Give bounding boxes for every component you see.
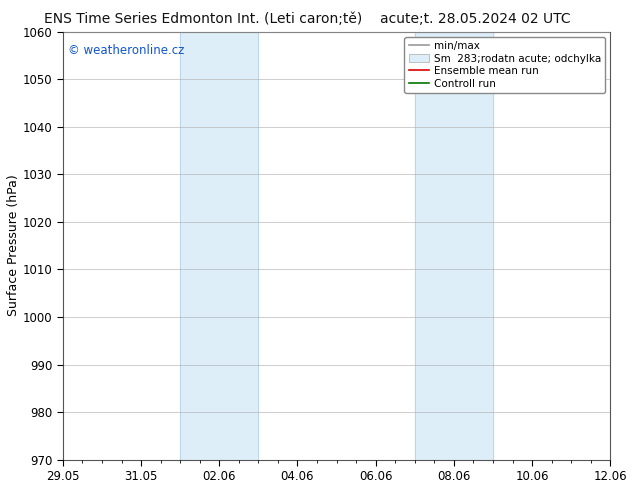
Y-axis label: Surface Pressure (hPa): Surface Pressure (hPa) bbox=[7, 175, 20, 317]
Bar bbox=[180, 31, 259, 460]
Text: ENS Time Series Edmonton Int. (Leti caron;tě): ENS Time Series Edmonton Int. (Leti caro… bbox=[44, 12, 362, 26]
Bar bbox=[415, 31, 493, 460]
Legend: min/max, Sm  283;rodatn acute; odchylka, Ensemble mean run, Controll run: min/max, Sm 283;rodatn acute; odchylka, … bbox=[404, 37, 605, 93]
Text: © weatheronline.cz: © weatheronline.cz bbox=[68, 45, 184, 57]
Text: acute;t. 28.05.2024 02 UTC: acute;t. 28.05.2024 02 UTC bbox=[380, 12, 571, 26]
